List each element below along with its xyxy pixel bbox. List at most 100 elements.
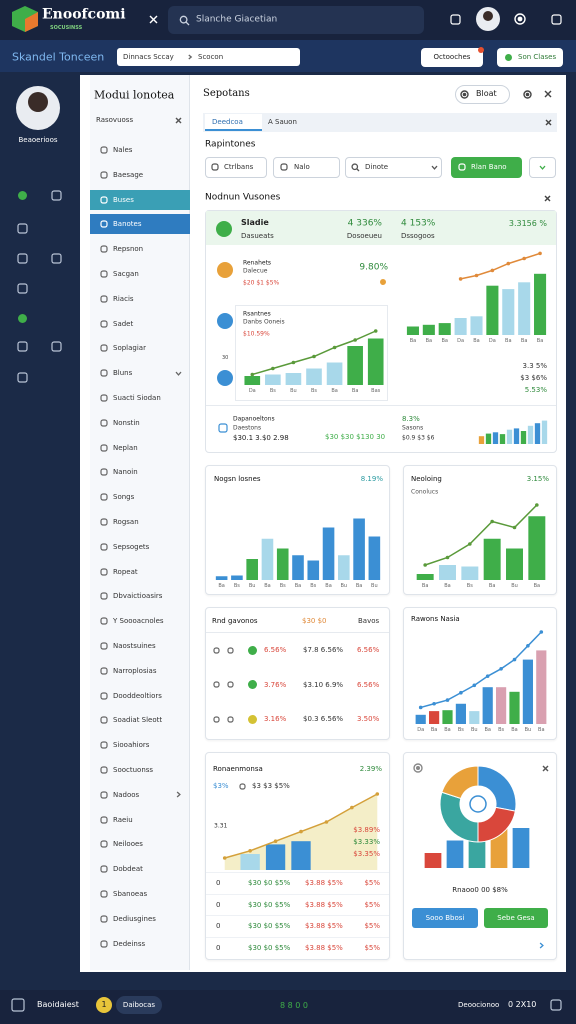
nav-item-active[interactable]	[90, 214, 190, 235]
strip-title: Dapanoeltons	[233, 415, 275, 423]
search-input[interactable]	[345, 157, 442, 178]
button[interactable]	[412, 908, 478, 928]
button-icon	[458, 163, 466, 171]
nav-item[interactable]: Baesage	[113, 170, 144, 179]
nav-item[interactable]: Soplagiar	[113, 344, 146, 353]
nav-item-icon	[100, 617, 108, 625]
nav-item[interactable]: Banotes	[113, 220, 142, 229]
nav-item[interactable]: Soadiat Sleott	[113, 716, 163, 725]
nav-item[interactable]: Sacgan	[113, 269, 139, 278]
nav-item[interactable]: Dedeinss	[113, 939, 146, 948]
tab[interactable]: A Sauon	[268, 117, 297, 126]
nav-icon	[16, 222, 28, 234]
cell: 3.76%	[264, 680, 287, 689]
nav-item[interactable]: Neilooes	[113, 840, 143, 849]
pill-label[interactable]: Daibocas	[122, 1000, 156, 1009]
button[interactable]	[421, 48, 483, 67]
nav-item-icon	[100, 518, 108, 526]
nav-item[interactable]: Nadoos	[113, 790, 140, 799]
footer-label: Deoocionoo	[458, 1000, 500, 1009]
nav-item[interactable]: Narroplosias	[113, 666, 157, 675]
nav-item[interactable]: Sepsogets	[113, 542, 150, 551]
tab-bar	[203, 113, 557, 132]
button-label[interactable]: Son Clases	[518, 52, 557, 61]
nav-item[interactable]: Dediusgines	[113, 914, 156, 923]
breadcrumb[interactable]	[117, 48, 300, 66]
tab[interactable]: Deedcoa	[212, 117, 243, 126]
badge	[96, 997, 112, 1013]
nav-icon	[50, 252, 62, 264]
x-tick-label: Bu	[249, 583, 256, 589]
search-box[interactable]	[168, 6, 424, 34]
bar	[244, 376, 261, 385]
tab-active[interactable]	[205, 114, 262, 131]
search-placeholder[interactable]: Slanche Giacetian	[196, 14, 278, 25]
nav-item[interactable]: Ropeat	[113, 567, 138, 576]
nav-item-icon	[100, 939, 108, 948]
search-placeholder[interactable]: Dinote	[365, 162, 389, 171]
nav-item[interactable]: Repsnon	[113, 244, 144, 253]
nav-icon	[17, 313, 27, 323]
button-label[interactable]: Rlan Bano	[471, 162, 507, 171]
cell: 0	[216, 900, 221, 909]
nav-item-icon	[100, 171, 108, 179]
select[interactable]	[455, 85, 510, 104]
nav-item[interactable]: Riacis	[113, 294, 134, 303]
button-label[interactable]: Sebe Gesa	[497, 913, 535, 922]
breadcrumb-item[interactable]: Scocon	[198, 52, 224, 61]
button-label[interactable]: Sooo Bbosi	[425, 913, 465, 922]
x-tick-label: Ba	[426, 338, 433, 344]
nav-item[interactable]: Sbanoeas	[113, 889, 148, 898]
bar	[306, 368, 322, 385]
bar	[415, 714, 426, 724]
cell: $3.88 $5%	[305, 900, 343, 909]
nav-item-active[interactable]	[90, 189, 190, 210]
select-value[interactable]: Bloat	[476, 89, 497, 99]
button[interactable]	[484, 908, 548, 928]
nav-item[interactable]: Sadet	[113, 319, 134, 328]
nav-item[interactable]: Naostsuines	[113, 641, 156, 650]
nav-item[interactable]: Nales	[113, 145, 133, 154]
nav-item-icon	[100, 245, 108, 253]
card-subtitle: Conolucs	[411, 488, 439, 496]
pill[interactable]	[116, 996, 162, 1014]
bar	[478, 436, 485, 444]
dropdown-button[interactable]	[529, 157, 556, 178]
nav-item-icon	[100, 394, 108, 402]
filter-button[interactable]	[273, 157, 340, 178]
nav-item[interactable]: Rogsan	[113, 517, 139, 526]
button[interactable]	[497, 48, 563, 67]
primary-button[interactable]	[451, 157, 522, 178]
trend-line	[424, 504, 538, 566]
nav-item[interactable]: Neplan	[113, 443, 138, 452]
nav-item[interactable]: Bluns	[113, 368, 133, 377]
nav-item[interactable]: Nanoin	[113, 468, 138, 477]
nav-icon	[50, 340, 62, 352]
x-tick-label: Ba	[331, 388, 338, 394]
cell: $30 $0 $5%	[248, 878, 291, 887]
nav-item[interactable]: Siooahiors	[113, 740, 150, 749]
nav-item[interactable]: Sooctuonss	[113, 765, 154, 774]
nav-item[interactable]: Raeiu	[113, 815, 133, 824]
breadcrumb-item[interactable]: Dinnacs Sccay	[123, 52, 174, 61]
nav-item[interactable]: Dobdeat	[113, 864, 143, 873]
trend-point	[458, 277, 463, 281]
nav-item[interactable]: Dooddeoltiors	[113, 691, 162, 700]
sidebar-filter: Rasovuoss	[96, 115, 134, 124]
nav-item[interactable]: Nonstin	[113, 418, 140, 427]
cell: $5%	[364, 900, 380, 909]
bar	[469, 711, 480, 724]
nav-item[interactable]: Songs	[113, 492, 135, 501]
nav-item[interactable]: Dbvaictioasirs	[113, 592, 163, 601]
filter-label[interactable]: Ctrlbans	[224, 162, 254, 171]
filter-label[interactable]: Nalo	[294, 162, 310, 171]
filter-button[interactable]	[205, 157, 267, 178]
nav-item[interactable]: Suacti Siodan	[113, 393, 161, 402]
nav-item[interactable]: Buses	[113, 195, 134, 204]
avatar-face	[483, 11, 493, 21]
nav-item-icon	[100, 716, 108, 724]
nav-item[interactable]: Y Soooacnoles	[113, 616, 164, 625]
button-label[interactable]: Octooches	[433, 52, 471, 61]
chart: Da Bs Bu Bs Ba Ba Bas	[244, 329, 384, 394]
x-tick-label: Bs	[458, 727, 464, 733]
